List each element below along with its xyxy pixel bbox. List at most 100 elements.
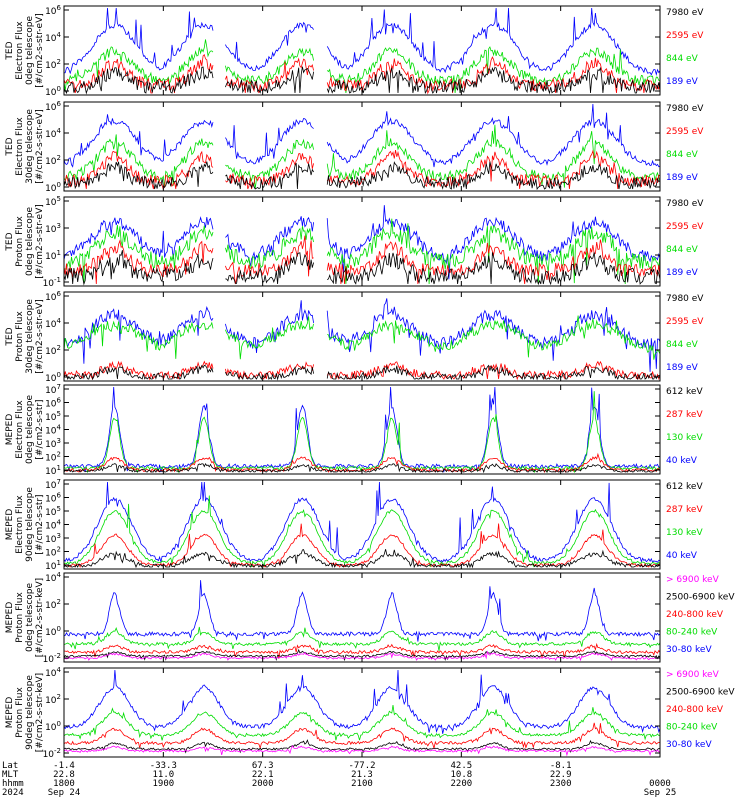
traces (64, 481, 660, 569)
legend-entry: 80-240 keV (666, 628, 718, 638)
y-axis-label: 0deg telescope (25, 583, 35, 653)
series-line-green (225, 226, 314, 270)
y-tick-label: 102 (45, 598, 61, 611)
y-axis-label: [#/cm2-s-str-eV] (35, 299, 45, 374)
time-axis-tick-label: Sep 24 (48, 788, 81, 798)
plot-frame (63, 384, 661, 475)
series-line-red (326, 239, 660, 285)
legend-entry: 612 keV (666, 387, 703, 397)
legend-entry: 40 keV (666, 551, 698, 561)
legend-entry: 30-80 keV (666, 740, 712, 750)
series-line-black (64, 739, 660, 754)
y-tick-label: 104 (45, 424, 61, 437)
y-axis-label: TED (5, 327, 15, 346)
series-line-green (326, 124, 660, 188)
series-line-black (326, 161, 660, 191)
panel-4: 106 104 102 100 TED Proton Flux 30deg telescop… (5, 290, 704, 384)
legend-entry: 2595 eV (666, 317, 704, 327)
y-tick-label: 107 (45, 478, 61, 491)
series-line-green (64, 391, 660, 474)
legend-entry: 287 keV (666, 505, 703, 515)
series-line-black (225, 162, 314, 190)
y-tick-label: 102 (45, 693, 61, 706)
y-tick-label: 102 (45, 344, 61, 357)
series-line-green (225, 316, 314, 360)
panel-8: 104 102 100 10-2 MEPED Proton Flux 90deg teles… (5, 666, 735, 760)
series-line-red (225, 57, 314, 94)
y-tick-label: 103 (45, 437, 61, 450)
time-axis-tick-label: 10.8 (450, 770, 472, 780)
time-axis-tick-label: 1800 (53, 779, 75, 789)
series-line-green (64, 134, 214, 188)
series-line-green (326, 218, 660, 285)
y-axis-label: 0deg telescope (25, 395, 35, 465)
y-axis-label: Electron Flux (15, 21, 25, 80)
y-axis-label: 0deg telescope (25, 16, 35, 86)
time-axis-row-label: hhmm (2, 779, 24, 789)
series-line-green (64, 495, 660, 568)
time-axis-tick-label: 2000 (252, 779, 274, 789)
series-line-green (327, 315, 660, 360)
legend-entry: 240-800 keV (666, 705, 724, 715)
legend-entry: 2595 eV (666, 222, 704, 232)
y-tick-label: 104 (45, 571, 61, 584)
y-tick-label: 104 (45, 31, 61, 44)
time-axis-tick-label: 2200 (450, 779, 472, 789)
time-axis-tick-label: 42.5 (450, 761, 472, 771)
y-axis-label: 90deg telescope (25, 675, 35, 750)
series-line-green (64, 225, 214, 285)
series-line-red (64, 642, 660, 659)
panel-2: 106 104 102 100 TED Electron Flux 30deg telesc… (5, 100, 704, 194)
y-tick-label: 104 (45, 519, 61, 532)
series-line-blue (225, 118, 314, 165)
y-tick-label: 10-2 (43, 652, 61, 665)
legend-entry: 844 eV (666, 150, 699, 160)
series-line-blue (326, 7, 660, 76)
y-axis-label: Proton Flux (15, 592, 25, 643)
series-line-black (326, 66, 660, 95)
series-line-blue (225, 300, 314, 354)
y-tick-label: 100 (45, 720, 61, 733)
y-axis-label: 90deg telescope (25, 487, 35, 562)
series-line-green (64, 705, 660, 741)
y-tick-label: 107 (45, 383, 61, 396)
series-line-blue (64, 7, 214, 75)
y-tick-label: 106 (45, 100, 61, 113)
y-tick-label: 101 (45, 249, 61, 262)
legend-entry: 40 keV (666, 456, 698, 466)
series-line-green (225, 138, 314, 190)
time-axis-tick-label: 22.8 (53, 770, 75, 780)
time-axis-tick-label: -33.3 (150, 761, 177, 771)
y-tick-label: 10-2 (43, 747, 61, 760)
y-axis-label: [#/cm2-s-str-keV] (35, 578, 45, 657)
time-axis-tick-label: -8.1 (550, 761, 572, 771)
panel-3: 105 103 101 10-1 TED Proton Flux 0deg telescop… (5, 195, 704, 289)
panel-1: 106 104 102 100 TED Electron Flux 0deg telesco… (5, 4, 704, 98)
y-tick-label: 103 (45, 222, 61, 235)
series-line-blue (64, 481, 660, 564)
series-line-black (64, 250, 214, 286)
y-tick-label: 102 (45, 546, 61, 559)
legend-entry: 189 eV (666, 77, 699, 87)
y-axis-label: TED (5, 137, 15, 156)
series-line-black (326, 364, 660, 381)
legend-entry: 189 eV (666, 268, 699, 278)
y-axis-label: Electron Flux (15, 117, 25, 176)
series-line-blue (64, 305, 214, 364)
series-line-red (326, 56, 660, 95)
legend-entry: 130 keV (666, 528, 703, 538)
y-tick-label: 104 (45, 317, 61, 330)
time-axis-tick-label: -1.4 (53, 761, 75, 771)
series-line-black (64, 364, 214, 381)
time-axis-row-label: MLT (2, 770, 19, 780)
series-line-red (64, 523, 660, 568)
y-axis-label: MEPED (5, 697, 15, 729)
y-axis-label: [#/cm2-s-str-eV] (35, 13, 45, 88)
time-axis-tick-label: 2100 (351, 779, 373, 789)
series-line-red (64, 53, 214, 94)
y-tick-label: 103 (45, 532, 61, 545)
legend-entry: 2500-6900 keV (666, 593, 735, 603)
y-axis-label: Electron Flux (15, 495, 25, 554)
y-axis-label: MEPED (5, 602, 15, 634)
legend-entry: 2595 eV (666, 31, 704, 41)
